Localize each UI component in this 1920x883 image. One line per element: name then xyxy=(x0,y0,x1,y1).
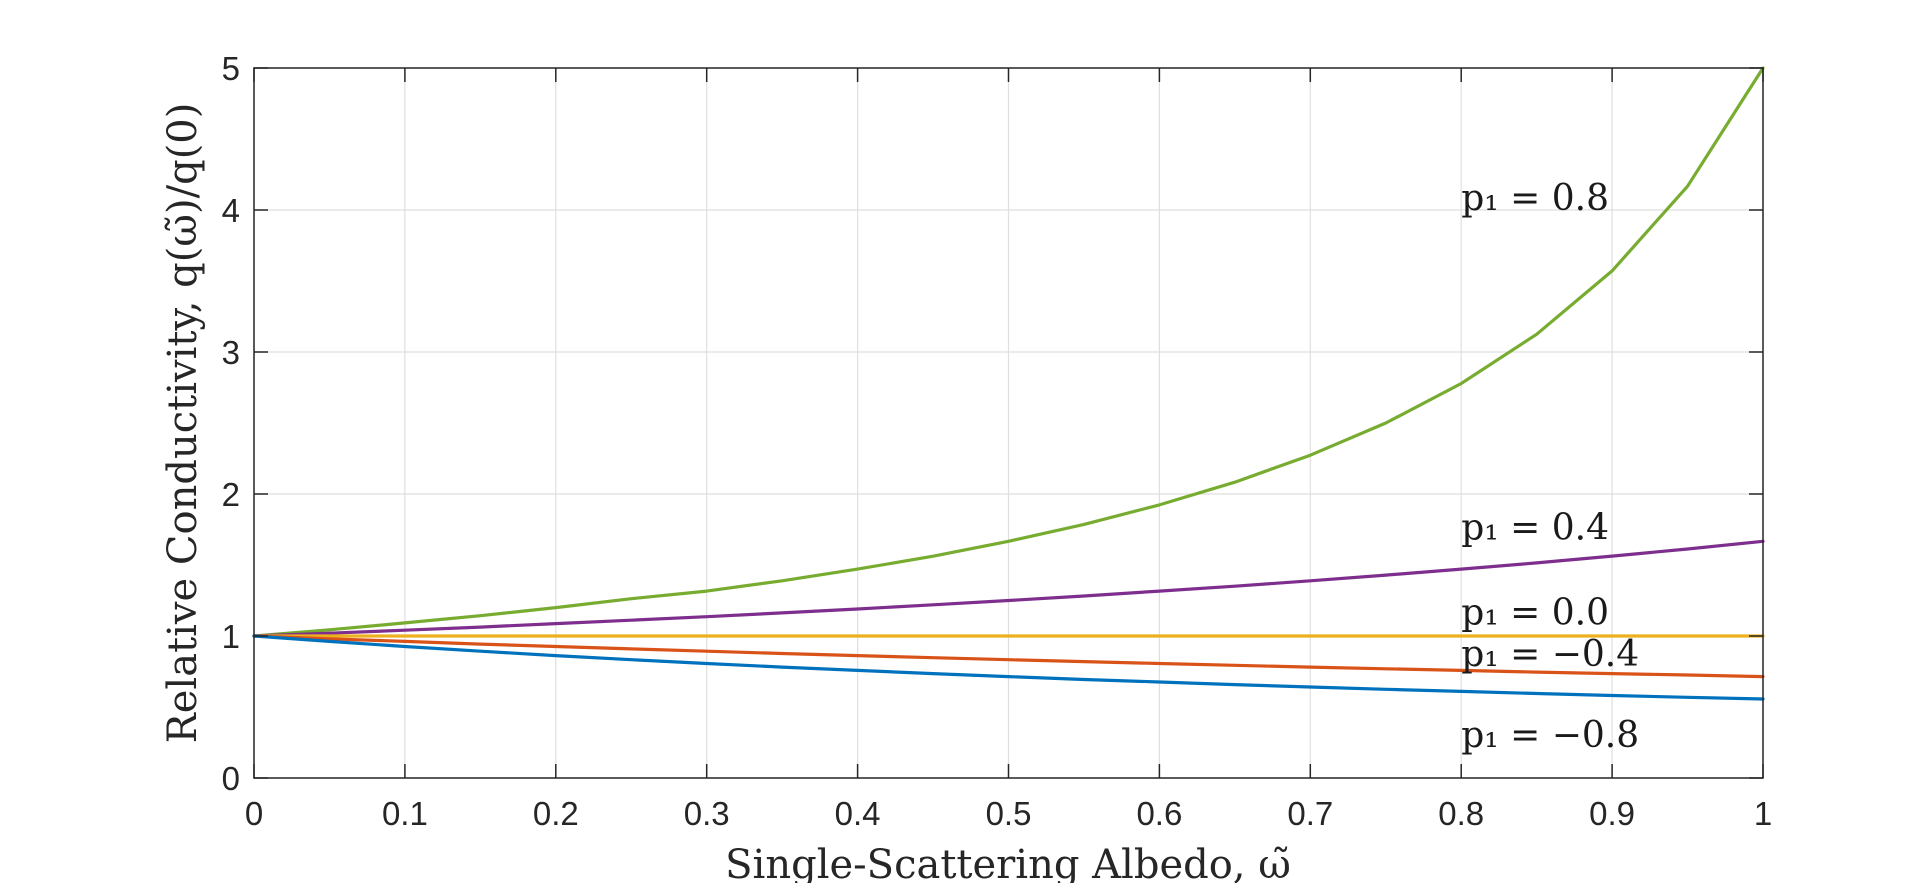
y-tick-label: 4 xyxy=(222,192,240,229)
x-tick-label: 0 xyxy=(245,795,263,832)
x-tick-label: 0.2 xyxy=(533,795,579,832)
y-tick-label: 3 xyxy=(222,334,240,371)
series-line-0 xyxy=(252,66,1765,638)
series-line-1 xyxy=(252,539,1765,638)
ticks xyxy=(253,67,1764,779)
y-tick-label: 1 xyxy=(222,618,240,655)
y-tick-label: 0 xyxy=(222,760,240,797)
x-tick-label: 0.6 xyxy=(1136,795,1182,832)
x-tick-label: 0.5 xyxy=(986,795,1032,832)
y-tick-labels: 0 1 2 3 4 5 xyxy=(222,50,240,797)
y-tick-label: 5 xyxy=(222,50,240,87)
series-line-4 xyxy=(252,634,1765,701)
y-axis-label: Relative Conductivity, q(ω̃)/q(0) xyxy=(160,103,206,744)
curve-label-2: p₁ = 0.0 xyxy=(1461,593,1609,634)
x-tick-label: 0.8 xyxy=(1438,795,1484,832)
curve-label-1: p₁ = 0.4 xyxy=(1461,507,1609,548)
x-tick-label: 0.4 xyxy=(835,795,881,832)
y-tick-label: 2 xyxy=(222,476,240,513)
x-tick-label: 1 xyxy=(1754,795,1772,832)
x-tick-label: 0.1 xyxy=(382,795,428,832)
curve-labels: p₁ = 0.8 p₁ = 0.4 p₁ = 0.0p₁ = −0.4 p₁ = −0… xyxy=(1461,178,1639,756)
x-tick-label: 0.7 xyxy=(1287,795,1333,832)
curve-label-0: p₁ = 0.8 xyxy=(1461,178,1609,219)
x-tick-label: 0.9 xyxy=(1589,795,1635,832)
x-tick-labels: 0 0.1 0.2 0.3 0.4 0.5 0.6 0.7 0.8 0.9 1 xyxy=(245,795,1772,832)
curve-label-4: p₁ = −0.8 xyxy=(1461,715,1639,756)
series-line-3 xyxy=(252,634,1765,679)
x-tick-label: 0.3 xyxy=(684,795,730,832)
curve-label-3: p₁ = −0.4 xyxy=(1461,634,1639,675)
x-axis-label: Single-Scattering Albedo, ω̃ xyxy=(725,842,1291,883)
series-lines xyxy=(252,66,1765,701)
